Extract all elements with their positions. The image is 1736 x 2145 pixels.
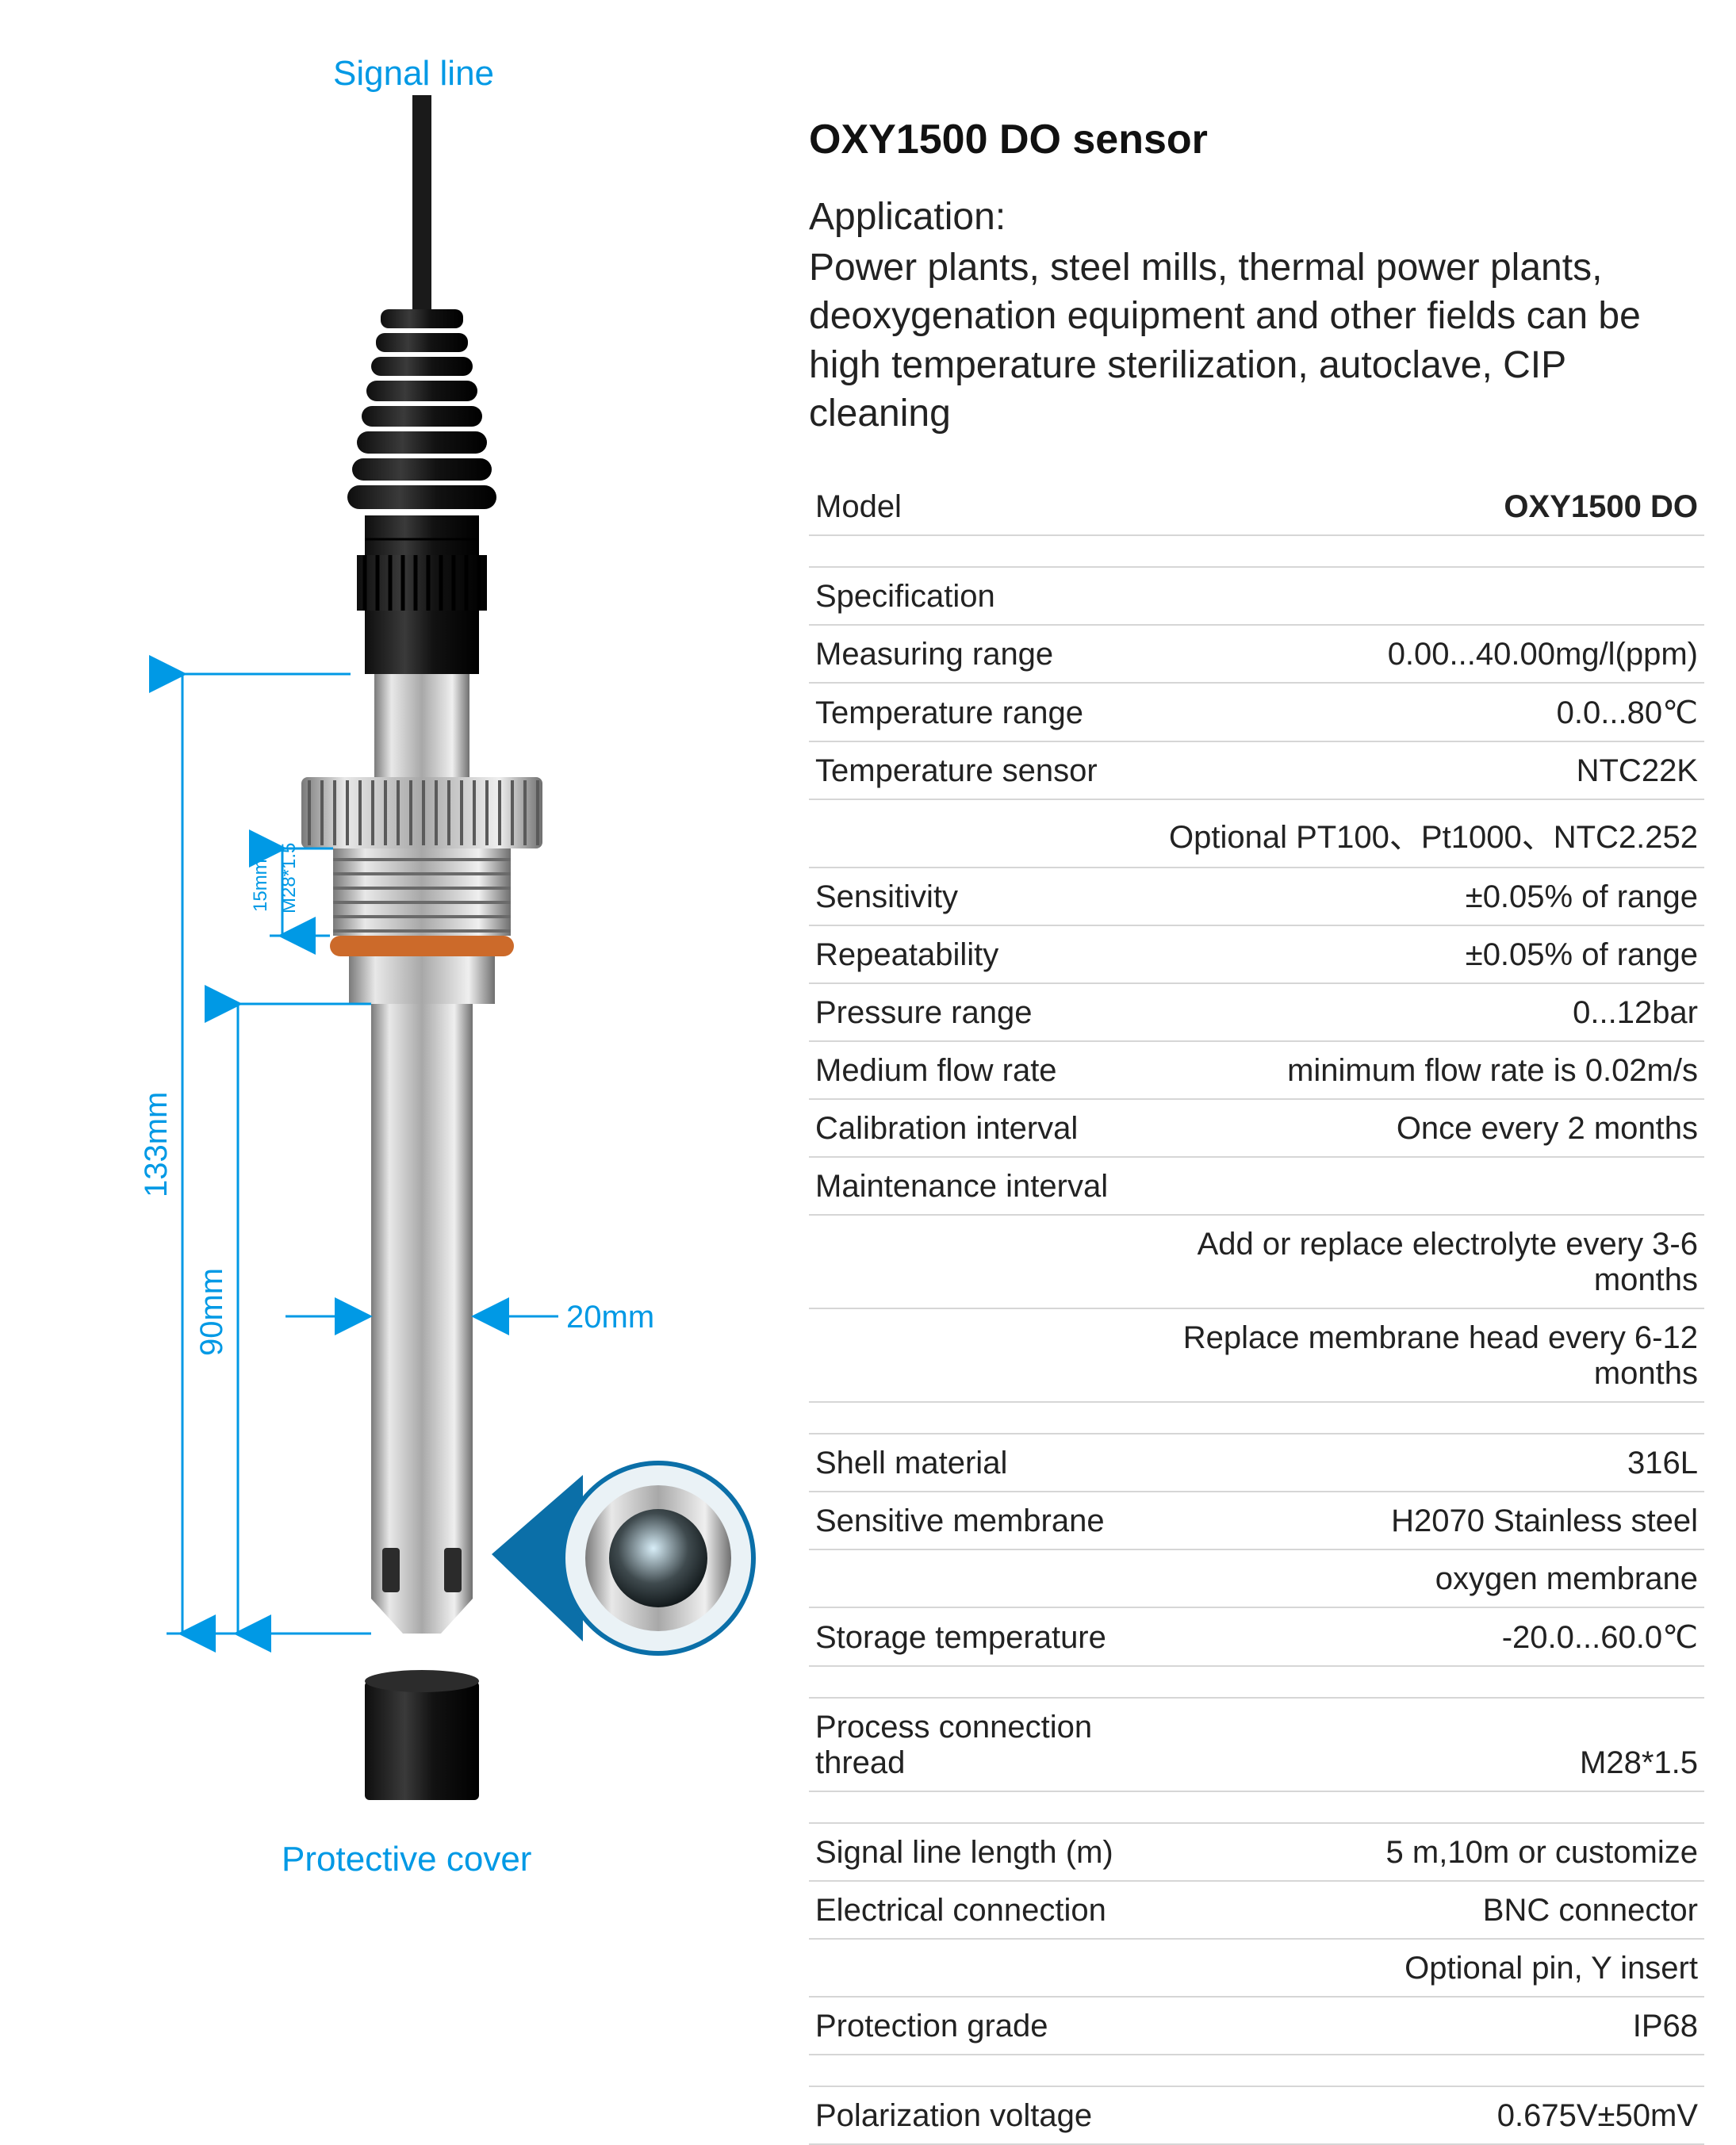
strain-relief xyxy=(347,309,496,509)
spec-row: Medium flow rateminimum flow rate is 0.0… xyxy=(809,1041,1704,1099)
spec-key xyxy=(809,1308,1147,1402)
spec-row: Temperature sensorNTC22K xyxy=(809,741,1704,799)
spec-value: minimum flow rate is 0.02m/s xyxy=(1147,1041,1704,1099)
spec-row: Shell material316L xyxy=(809,1434,1704,1492)
spec-key: Electrical connection xyxy=(809,1881,1147,1939)
spec-key: Medium flow rate xyxy=(809,1041,1147,1099)
spec-key xyxy=(809,799,1147,868)
spec-value: OXY1500 DO xyxy=(1147,478,1704,535)
protective-cover xyxy=(365,1670,479,1800)
spec-row: Storage temperature-20.0...60.0℃ xyxy=(809,1607,1704,1666)
spec-row: Optional pin, Y insert xyxy=(809,1939,1704,1997)
spec-key: Process connection thread xyxy=(809,1698,1147,1791)
application-body: Power plants, steel mills, thermal power… xyxy=(809,243,1704,439)
dim-width-text: 20mm xyxy=(566,1300,654,1335)
spec-value: Optional pin, Y insert xyxy=(1147,1939,1704,1997)
spec-key: Measuring range xyxy=(809,625,1147,683)
shoulder xyxy=(349,956,495,1004)
product-title: OXY1500 DO sensor xyxy=(809,116,1704,163)
spec-row: Add or replace electrolyte every 3-6 mon… xyxy=(809,1215,1704,1308)
spec-value: 316L xyxy=(1147,1434,1704,1492)
spec-value: IP68 xyxy=(1147,1997,1704,2055)
spec-row: Measuring range0.00...40.00mg/l(ppm) xyxy=(809,625,1704,683)
spec-row: Repeatability±0.05% of range xyxy=(809,925,1704,983)
spec-key xyxy=(809,1939,1147,1997)
spec-key xyxy=(809,1215,1147,1308)
spec-value: Add or replace electrolyte every 3-6 mon… xyxy=(1147,1215,1704,1308)
spec-key: Calibration interval xyxy=(809,1099,1147,1157)
spec-key xyxy=(809,1549,1147,1607)
spec-row: Protection gradeIP68 xyxy=(809,1997,1704,2055)
spec-value: ±0.05% of range xyxy=(1147,925,1704,983)
spec-row: Replace membrane head every 6-12 months xyxy=(809,1308,1704,1402)
spec-row: Sensitivity±0.05% of range xyxy=(809,868,1704,925)
spec-table: ModelOXY1500 DOSpecificationMeasuring ra… xyxy=(809,478,1704,2145)
spec-row: Pressure range0...12bar xyxy=(809,983,1704,1041)
o-ring xyxy=(330,936,514,956)
spec-value: 5 m,10m or customize xyxy=(1147,1823,1704,1881)
spec-value xyxy=(1147,567,1704,625)
spec-key: Specification xyxy=(809,567,1147,625)
sensor-svg: 133mm 90mm 15mm M28*1.5 20mm xyxy=(48,48,777,1871)
spec-value xyxy=(1147,1157,1704,1215)
spec-value: NTC22K xyxy=(1147,741,1704,799)
spec-key: Storage temperature xyxy=(809,1607,1147,1666)
spec-value: 0...12bar xyxy=(1147,983,1704,1041)
spec-key: Model xyxy=(809,478,1147,535)
metal-neck xyxy=(374,674,469,777)
spec-key: Maintenance interval xyxy=(809,1157,1147,1215)
protective-cover-label: Protective cover xyxy=(282,1840,531,1879)
spec-value: M28*1.5 xyxy=(1147,1698,1704,1791)
spec-row: Optional PT100、Pt1000、NTC2.252 xyxy=(809,799,1704,868)
spec-value: BNC connector xyxy=(1147,1881,1704,1939)
spec-row: ModelOXY1500 DO xyxy=(809,478,1704,535)
spec-key: Sensitivity xyxy=(809,868,1147,925)
spec-value: oxygen membrane xyxy=(1147,1549,1704,1607)
spec-key: Repeatability xyxy=(809,925,1147,983)
connector xyxy=(357,515,487,674)
spec-row: Sensitive membraneH2070 Stainless steel xyxy=(809,1492,1704,1549)
spec-row: Signal line length (m)5 m,10m or customi… xyxy=(809,1823,1704,1881)
spec-row: Process connection threadM28*1.5 xyxy=(809,1698,1704,1791)
spec-row: Specification xyxy=(809,567,1704,625)
spec-panel: OXY1500 DO sensor Application: Power pla… xyxy=(777,48,1704,2088)
spec-value: ±0.05% of range xyxy=(1147,868,1704,925)
spec-key: Signal line length (m) xyxy=(809,1823,1147,1881)
spec-row: Electrical connectionBNC connector xyxy=(809,1881,1704,1939)
spec-key: Sensitive membrane xyxy=(809,1492,1147,1549)
application-heading: Application: xyxy=(809,195,1704,239)
knurled-ring xyxy=(301,777,542,848)
cable xyxy=(412,95,431,309)
spec-value: Optional PT100、Pt1000、NTC2.252 xyxy=(1147,799,1704,868)
thread-spec-text: M28*1.5 xyxy=(278,843,300,914)
dim-total-text: 133mm xyxy=(139,1092,174,1197)
spec-value: 0.00...40.00mg/l(ppm) xyxy=(1147,625,1704,683)
spec-value: Replace membrane head every 6-12 months xyxy=(1147,1308,1704,1402)
spec-value: H2070 Stainless steel xyxy=(1147,1492,1704,1549)
shaft xyxy=(371,1004,473,1543)
sensor-diagram: Signal line xyxy=(48,48,777,2088)
tip-callout xyxy=(492,1463,753,1653)
spec-key: Temperature range xyxy=(809,683,1147,741)
signal-line-label: Signal line xyxy=(333,54,494,94)
spec-key: Protection grade xyxy=(809,1997,1147,2055)
spec-value: 0.0...80℃ xyxy=(1147,683,1704,741)
dim-thread-text: 15mm xyxy=(250,859,271,912)
spec-key: Shell material xyxy=(809,1434,1147,1492)
sensor-tip xyxy=(371,1543,473,1634)
spec-row: Calibration intervalOnce every 2 months xyxy=(809,1099,1704,1157)
dim-lower-text: 90mm xyxy=(194,1268,229,1356)
spec-row: Maintenance interval xyxy=(809,1157,1704,1215)
spec-row: Temperature range0.0...80℃ xyxy=(809,683,1704,741)
spec-key: Temperature sensor xyxy=(809,741,1147,799)
spec-row: oxygen membrane xyxy=(809,1549,1704,1607)
spec-value: Once every 2 months xyxy=(1147,1099,1704,1157)
thread-section xyxy=(333,848,511,936)
spec-key: Pressure range xyxy=(809,983,1147,1041)
spec-value: -20.0...60.0℃ xyxy=(1147,1607,1704,1666)
